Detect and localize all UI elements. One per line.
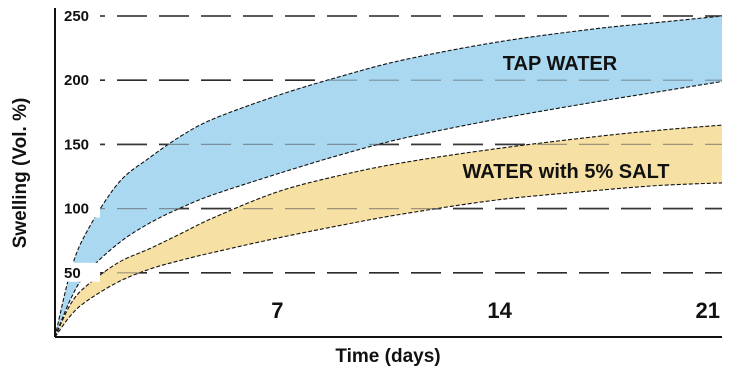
tick-labels: 50 100 150 200 250 7 14 21 [60, 6, 720, 323]
y-tick-label-bg-250 [60, 6, 100, 25]
y-tick-label-150: 150 [64, 136, 89, 153]
x-tick-label-21: 21 [696, 298, 720, 323]
axes-layer [54, 8, 722, 338]
band-salt-water [55, 125, 722, 337]
band-salt-water-lower-edge [54, 182, 723, 338]
x-tick-label-7: 7 [271, 298, 283, 323]
gridlines-overlay [75, 15, 722, 274]
band-tap-water-upper-edge [54, 15, 723, 338]
x-tick-label-14: 14 [487, 298, 512, 323]
y-tick-label-bg-200 [60, 70, 100, 90]
y-tick-label-bg-50 [60, 262, 100, 282]
legend-label-salt-water: WATER with 5% SALT [462, 161, 669, 183]
band-tap-water-lower-edge [54, 80, 723, 338]
y-tick-label-bg-100 [60, 198, 100, 218]
y-tick-label-100: 100 [64, 201, 89, 218]
y-tick-label-200: 200 [64, 72, 89, 89]
legend-label-tap-water: TAP WATER [503, 53, 618, 75]
y-axis-title: Swelling (Vol. %) [10, 98, 31, 249]
y-tick-label-bg-150 [60, 134, 100, 154]
x-axis-title: Time (days) [335, 346, 440, 367]
y-tick-label-250: 250 [64, 8, 89, 25]
band-tap-water [55, 16, 722, 337]
y-tick-label-50: 50 [64, 265, 81, 282]
